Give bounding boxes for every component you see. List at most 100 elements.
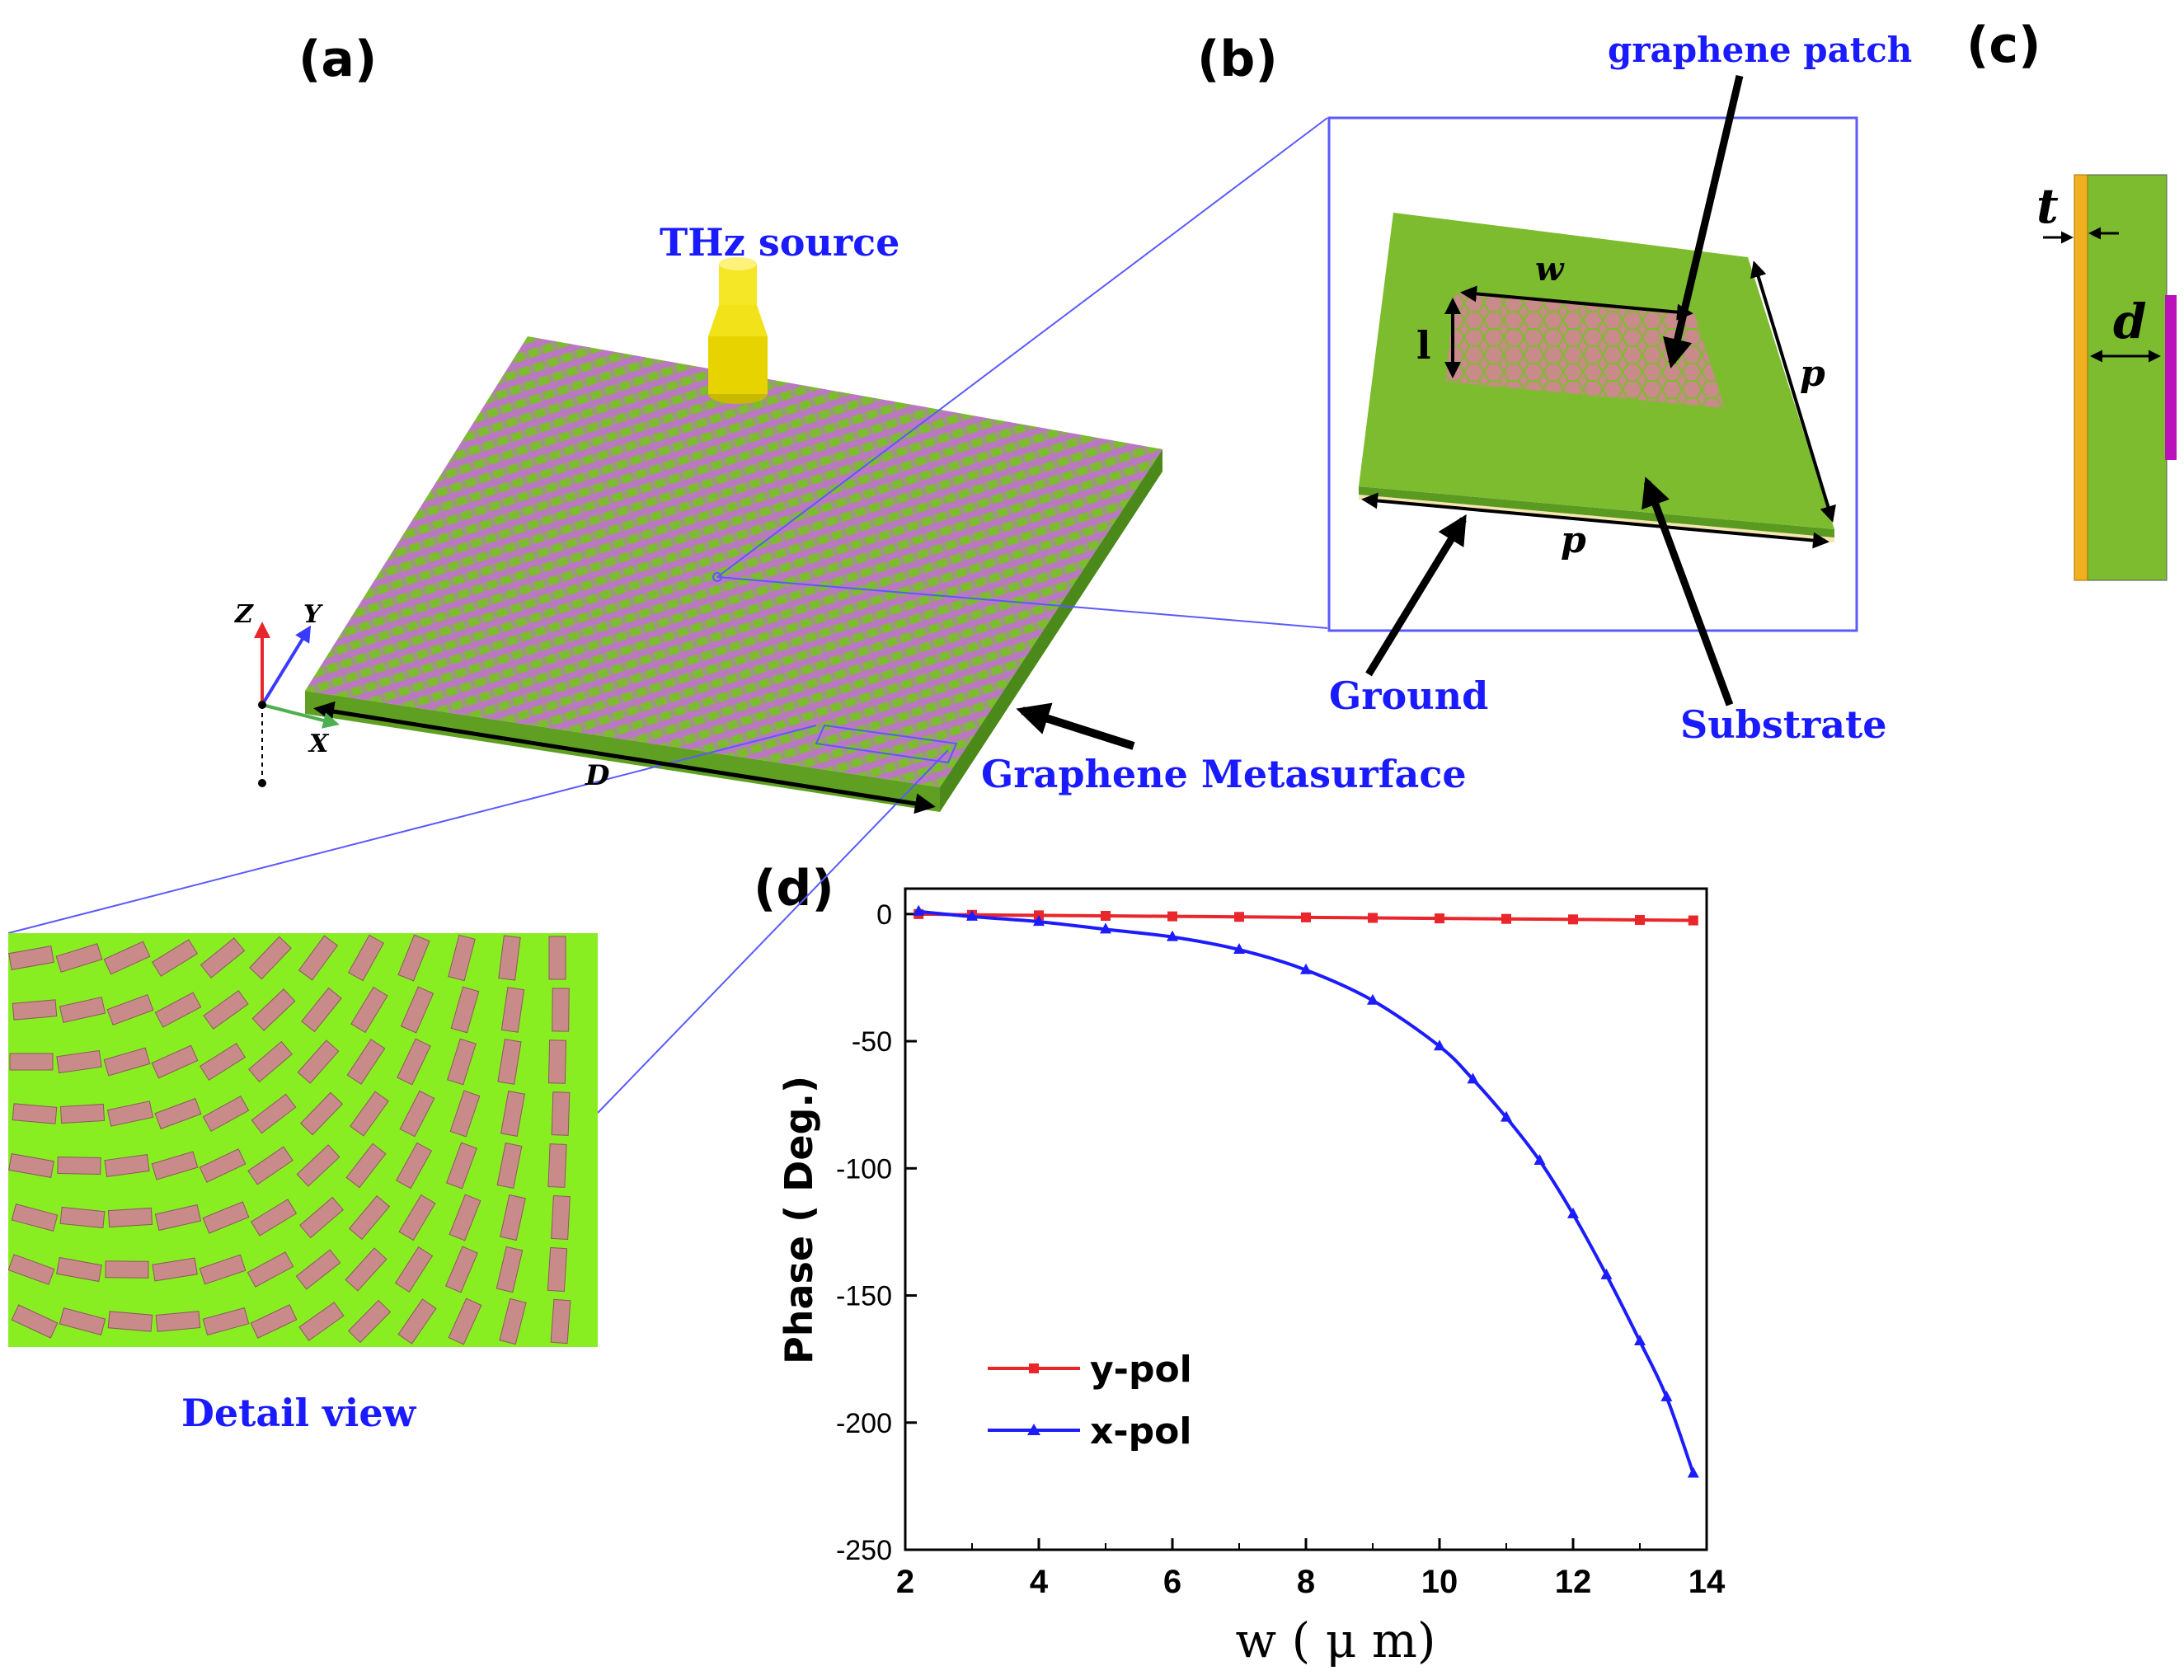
detail-graphene-patch [200, 937, 246, 978]
data-point-y-pol [1301, 912, 1311, 922]
detail-graphene-patch [251, 1093, 297, 1134]
ground-label: Ground [1329, 673, 1488, 718]
detail-graphene-patch [500, 1194, 526, 1241]
detail-view: Detail view [8, 933, 598, 1435]
detail-graphene-patch [107, 1207, 153, 1228]
detail-graphene-patch [55, 943, 103, 973]
zoom-line-detail-right [597, 749, 949, 1114]
y-tick-label: -50 [852, 1026, 892, 1058]
detail-graphene-patch [152, 1257, 198, 1282]
x-tick-label: 14 [1688, 1564, 1726, 1600]
y-tick-label: -250 [836, 1535, 892, 1566]
detail-graphene-patch [151, 939, 199, 977]
detail-graphene-patch [199, 1148, 247, 1183]
detail-graphene-patch [103, 1047, 151, 1077]
data-point-y-pol [1167, 911, 1177, 922]
panel-b: w l p p graphene patch Ground Substrate [1327, 30, 1912, 747]
detail-graphene-patch [56, 1049, 102, 1074]
detail-graphene-patch [347, 934, 385, 982]
detail-graphene-patch [106, 993, 154, 1026]
y-axis-label: Phase ( Deg.) [777, 1076, 821, 1364]
y-tick-label: -100 [836, 1153, 892, 1185]
detail-graphene-patch [398, 1194, 436, 1241]
data-point-x-pol [1434, 1039, 1445, 1051]
detail-graphene-patch [154, 1097, 202, 1130]
detail-graphene-patch [247, 1251, 294, 1288]
detail-graphene-patch [299, 1196, 344, 1239]
detail-graphene-patch [11, 1304, 59, 1339]
detail-graphene-patch [446, 1142, 477, 1190]
data-point-y-pol [1234, 912, 1244, 922]
side-substrate [2085, 174, 2168, 581]
detail-graphene-patch [12, 999, 58, 1021]
detail-graphene-patch [448, 934, 476, 982]
detail-graphene-patch [345, 1247, 387, 1292]
width-arrow [1460, 285, 1693, 321]
detail-graphene-patch [251, 988, 296, 1031]
zoom-line-b-bottom [716, 576, 1328, 629]
detail-graphene-patch [203, 990, 249, 1030]
detail-graphene-patch [447, 1038, 477, 1086]
panel-a: THz source D Graphene Metasurface Z Y X [7, 117, 1467, 1114]
detail-graphene-patch [12, 1103, 58, 1124]
detail-graphene-patch [496, 1246, 524, 1293]
data-point-y-pol [1435, 913, 1444, 924]
x-tick-label: 8 [1297, 1564, 1315, 1600]
data-point-y-pol [1368, 913, 1378, 923]
detail-graphene-patch [295, 1249, 341, 1290]
axis-label-y: Y [303, 600, 323, 629]
length-label: l [1416, 323, 1430, 368]
legend-label-x-pol: x-pol [1090, 1410, 1191, 1452]
panel-label-a: (a) [298, 31, 377, 88]
detail-graphene-patch [399, 1090, 435, 1138]
panel-label-c: (c) [1966, 16, 2041, 74]
detail-graphene-patch [59, 1307, 106, 1335]
detail-graphene-patch [500, 1091, 526, 1137]
detail-graphene-patch [103, 941, 151, 975]
data-point-x-pol [1634, 1335, 1646, 1346]
detail-graphene-patch [300, 1091, 343, 1136]
graphene-patch [1445, 293, 1725, 408]
metasurface-top-overlay [305, 336, 1162, 787]
thz-source-horn [708, 257, 768, 404]
detail-graphene-patch [8, 946, 54, 970]
data-point-x-pol [1467, 1072, 1479, 1084]
detail-graphene-patch [450, 986, 480, 1034]
detail-graphene-patch [104, 1154, 150, 1177]
detail-graphene-patch [547, 1039, 567, 1084]
chart-ticks: 2 4 6 8 10 12 14 0 -50 -100 -150 -200 -250 [836, 899, 1726, 1600]
detail-graphene-patch [350, 986, 388, 1034]
detail-graphene-patch [497, 1039, 522, 1085]
detail-graphene-patch [397, 1038, 431, 1086]
detail-graphene-patch [59, 1206, 106, 1229]
detail-graphene-patch [449, 1090, 481, 1138]
metasurface-pointer-arrow [1016, 702, 1135, 750]
graphene-patch-label: graphene patch [1608, 30, 1912, 70]
detail-graphene-patch [154, 1204, 202, 1232]
detail-graphene-patch [500, 987, 525, 1033]
detail-graphene-patch [348, 1194, 391, 1241]
data-point-x-pol [1687, 1466, 1699, 1478]
data-point-x-pol [1660, 1390, 1673, 1401]
ground-pointer-arrow [1365, 514, 1467, 677]
zoom-line-b-top [716, 117, 1328, 578]
x-axis-label: w ( μ m) [1236, 1612, 1436, 1668]
data-point-x-pol [1367, 993, 1379, 1005]
detail-graphene-patch [202, 1307, 250, 1336]
metasurface-label: Graphene Metasurface [981, 752, 1467, 796]
detail-graphene-patch [59, 996, 106, 1024]
detail-graphene-patch [106, 1100, 154, 1127]
data-point-y-pol [1501, 913, 1511, 924]
detail-graphene-patch [499, 1298, 527, 1345]
data-point-y-pol [1568, 914, 1578, 925]
metasurface-slab-side [940, 449, 1162, 812]
detail-graphene-patch [394, 1246, 434, 1293]
data-point-x-pol [1233, 943, 1245, 955]
detail-graphene-patch [202, 1096, 250, 1132]
detail-graphene-patch [350, 1091, 389, 1137]
data-point-x-pol [1033, 915, 1045, 927]
x-tick-label: 4 [1030, 1564, 1049, 1600]
detail-graphene-patch [8, 1254, 55, 1285]
legend-marker-x-pol [1027, 1424, 1040, 1435]
